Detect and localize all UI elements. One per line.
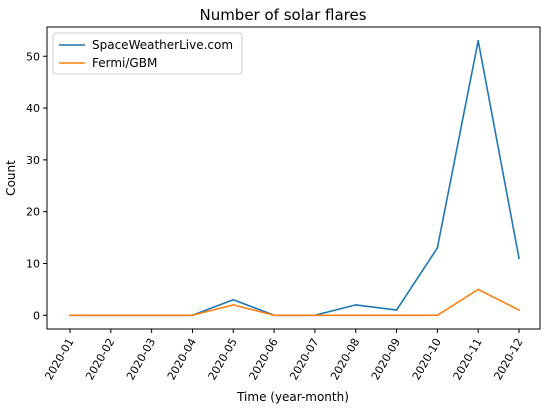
y-axis-label: Count xyxy=(4,160,18,196)
data-point xyxy=(110,314,112,317)
y-tick-label: 50 xyxy=(26,50,40,63)
data-point xyxy=(354,304,357,306)
data-point xyxy=(395,314,398,317)
x-tick-label: 2020-04 xyxy=(165,336,199,382)
series-line-spaceweatherlive-com xyxy=(69,39,520,317)
chart-title: Number of solar flares xyxy=(199,6,366,24)
data-point xyxy=(150,314,153,317)
data-point xyxy=(477,288,479,291)
data-point xyxy=(354,314,357,317)
legend: SpaceWeatherLive.com Fermi/GBM xyxy=(52,32,243,75)
x-axis: 2020-01 2020-02 2020-03 2020-04 2020-05 2020-… xyxy=(42,329,526,382)
x-tick-label: 2020-12 xyxy=(491,336,525,382)
data-point xyxy=(477,39,479,42)
x-axis-label: Time (year-month) xyxy=(236,390,349,404)
legend-label-fermi-gbm: Fermi/GBM xyxy=(92,56,157,70)
data-point xyxy=(518,257,520,260)
legend-box xyxy=(52,32,243,75)
data-point xyxy=(232,304,235,306)
data-point xyxy=(436,247,439,249)
plot-frame xyxy=(46,26,541,330)
data-point xyxy=(314,314,316,317)
y-tick-label: 40 xyxy=(26,102,40,115)
data-point xyxy=(191,314,194,317)
data-point xyxy=(69,314,71,317)
x-tick-label: 2020-03 xyxy=(124,336,158,382)
data-point xyxy=(518,309,520,311)
x-tick-label: 2020-09 xyxy=(369,336,403,382)
x-tick-label: 2020-10 xyxy=(410,336,444,382)
x-tick-label: 2020-08 xyxy=(328,336,362,382)
x-tick-label: 2020-02 xyxy=(83,336,117,382)
y-tick-label: 20 xyxy=(26,206,40,219)
series-layer xyxy=(69,39,520,317)
data-point xyxy=(273,314,275,317)
x-tick-label: 2020-01 xyxy=(42,336,76,382)
x-tick-label: 2020-07 xyxy=(287,336,321,382)
x-tick-label: 2020-11 xyxy=(451,336,485,382)
series-line-fermi-gbm xyxy=(69,288,520,317)
x-tick-label: 2020-06 xyxy=(246,336,280,382)
data-point xyxy=(232,298,235,301)
y-axis: 0 10 20 30 40 50 xyxy=(26,50,47,322)
data-point xyxy=(395,309,398,311)
y-tick-label: 0 xyxy=(33,309,40,322)
y-tick-label: 30 xyxy=(26,154,40,167)
y-tick-label: 10 xyxy=(26,257,40,270)
data-point xyxy=(436,314,439,317)
legend-label-spaceweatherlive: SpaceWeatherLive.com xyxy=(92,38,233,52)
x-tick-label: 2020-05 xyxy=(206,336,240,382)
